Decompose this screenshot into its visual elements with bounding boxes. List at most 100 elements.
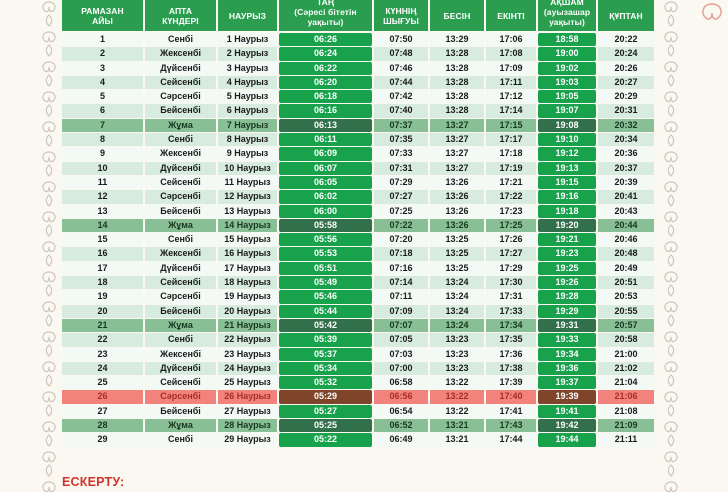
afternoon-time-cell: 17:12	[486, 90, 536, 104]
ramadan-day-cell: 17	[62, 261, 143, 276]
march-date-cell: 28 Наурыз	[218, 419, 277, 433]
ramadan-day-cell: 6	[62, 104, 143, 118]
afternoon-time-cell: 17:15	[486, 118, 536, 133]
night-time-cell: 20:51	[598, 276, 654, 290]
table-row: 10 Дүйсенбі 10 Наурыз 06:07 07:31 13:27 …	[62, 161, 654, 175]
night-time-cell: 21:06	[598, 390, 654, 404]
iftar-time-cell: 19:12	[538, 147, 596, 161]
ramadan-day-cell: 12	[62, 190, 143, 204]
ornament-border-right	[662, 0, 680, 492]
iftar-time-cell: 19:31	[538, 318, 596, 333]
weekday-cell: Бейсенбі	[145, 404, 216, 419]
sunrise-time-cell: 07:07	[374, 318, 428, 333]
weekday-cell: Жұма	[145, 318, 216, 333]
dawn-time-cell: 06:24	[279, 47, 372, 61]
weekday-cell: Жұма	[145, 218, 216, 233]
dawn-time-cell: 05:34	[279, 361, 372, 376]
weekday-cell: Жексенбі	[145, 47, 216, 61]
ramadan-day-cell: 15	[62, 233, 143, 247]
march-date-cell: 16 Наурыз	[218, 247, 277, 261]
night-time-cell: 20:36	[598, 147, 654, 161]
march-date-cell: 25 Наурыз	[218, 376, 277, 390]
header-dawn-suhoor-end: ТАҢ (Сәресі бітетін уақыты)	[279, 0, 372, 31]
weekday-cell: Сенбі	[145, 333, 216, 347]
night-time-cell: 20:32	[598, 118, 654, 133]
night-time-cell: 20:27	[598, 75, 654, 90]
ramadan-day-cell: 27	[62, 404, 143, 419]
march-date-cell: 26 Наурыз	[218, 390, 277, 404]
sunrise-time-cell: 07:46	[374, 61, 428, 75]
dawn-time-cell: 05:51	[279, 261, 372, 276]
header-weekday: АПТА КҮНДЕРІ	[145, 0, 216, 31]
night-time-cell: 20:39	[598, 175, 654, 190]
dawn-time-cell: 05:56	[279, 233, 372, 247]
table-row: 25 Сейсенбі 25 Наурыз 05:32 06:58 13:22 …	[62, 376, 654, 390]
sunrise-time-cell: 07:33	[374, 147, 428, 161]
dawn-time-cell: 06:16	[279, 104, 372, 118]
ramadan-day-cell: 13	[62, 204, 143, 218]
ramadan-day-cell: 20	[62, 304, 143, 318]
afternoon-time-cell: 17:21	[486, 175, 536, 190]
noon-time-cell: 13:28	[430, 90, 484, 104]
sunrise-time-cell: 07:20	[374, 233, 428, 247]
weekday-cell: Сенбі	[145, 133, 216, 147]
noon-time-cell: 13:23	[430, 361, 484, 376]
ramadan-day-cell: 11	[62, 175, 143, 190]
night-time-cell: 20:37	[598, 161, 654, 175]
weekday-cell: Дүйсенбі	[145, 61, 216, 75]
dawn-time-cell: 05:44	[279, 304, 372, 318]
noon-time-cell: 13:25	[430, 261, 484, 276]
noon-time-cell: 13:25	[430, 247, 484, 261]
night-time-cell: 21:02	[598, 361, 654, 376]
night-time-cell: 20:43	[598, 204, 654, 218]
table-row: 17 Дүйсенбі 17 Наурыз 05:51 07:16 13:25 …	[62, 261, 654, 276]
ramadan-day-cell: 8	[62, 133, 143, 147]
ramadan-day-cell: 10	[62, 161, 143, 175]
ramadan-day-cell: 4	[62, 75, 143, 90]
dawn-time-cell: 05:58	[279, 218, 372, 233]
dawn-time-cell: 05:39	[279, 333, 372, 347]
ramadan-day-cell: 5	[62, 90, 143, 104]
dawn-time-cell: 06:22	[279, 61, 372, 75]
header-noon: БЕСІН	[430, 0, 484, 31]
afternoon-time-cell: 17:38	[486, 361, 536, 376]
weekday-cell: Дүйсенбі	[145, 361, 216, 376]
noon-time-cell: 13:28	[430, 75, 484, 90]
noon-time-cell: 13:24	[430, 304, 484, 318]
march-date-cell: 6 Наурыз	[218, 104, 277, 118]
afternoon-time-cell: 17:23	[486, 204, 536, 218]
ramadan-day-cell: 22	[62, 333, 143, 347]
dawn-time-cell: 06:00	[279, 204, 372, 218]
weekday-cell: Дүйсенбі	[145, 161, 216, 175]
sunrise-time-cell: 07:27	[374, 190, 428, 204]
ramadan-day-cell: 2	[62, 47, 143, 61]
sunrise-time-cell: 07:40	[374, 104, 428, 118]
table-row: 20 Бейсенбі 20 Наурыз 05:44 07:09 13:24 …	[62, 304, 654, 318]
march-date-cell: 3 Наурыз	[218, 61, 277, 75]
noon-time-cell: 13:28	[430, 104, 484, 118]
sunrise-time-cell: 06:54	[374, 404, 428, 419]
afternoon-time-cell: 17:41	[486, 404, 536, 419]
sunrise-time-cell: 07:09	[374, 304, 428, 318]
afternoon-time-cell: 17:43	[486, 419, 536, 433]
march-date-cell: 19 Наурыз	[218, 290, 277, 304]
table-row: 9 Жексенбі 9 Наурыз 06:09 07:33 13:27 17…	[62, 147, 654, 161]
table-row: 1 Сенбі 1 Наурыз 06:26 07:50 13:29 17:06…	[62, 33, 654, 47]
sunrise-time-cell: 06:52	[374, 419, 428, 433]
afternoon-time-cell: 17:25	[486, 218, 536, 233]
table-row: 21 Жұма 21 Наурыз 05:42 07:07 13:24 17:3…	[62, 318, 654, 333]
iftar-time-cell: 19:08	[538, 118, 596, 133]
march-date-cell: 23 Наурыз	[218, 347, 277, 361]
sunrise-time-cell: 07:31	[374, 161, 428, 175]
iftar-time-cell: 19:18	[538, 204, 596, 218]
dawn-time-cell: 05:32	[279, 376, 372, 390]
march-date-cell: 18 Наурыз	[218, 276, 277, 290]
iftar-time-cell: 19:34	[538, 347, 596, 361]
noon-time-cell: 13:26	[430, 190, 484, 204]
march-date-cell: 27 Наурыз	[218, 404, 277, 419]
weekday-cell: Сәрсенбі	[145, 190, 216, 204]
night-time-cell: 21:11	[598, 433, 654, 447]
iftar-time-cell: 19:37	[538, 376, 596, 390]
sunrise-time-cell: 07:29	[374, 175, 428, 190]
night-time-cell: 21:08	[598, 404, 654, 419]
